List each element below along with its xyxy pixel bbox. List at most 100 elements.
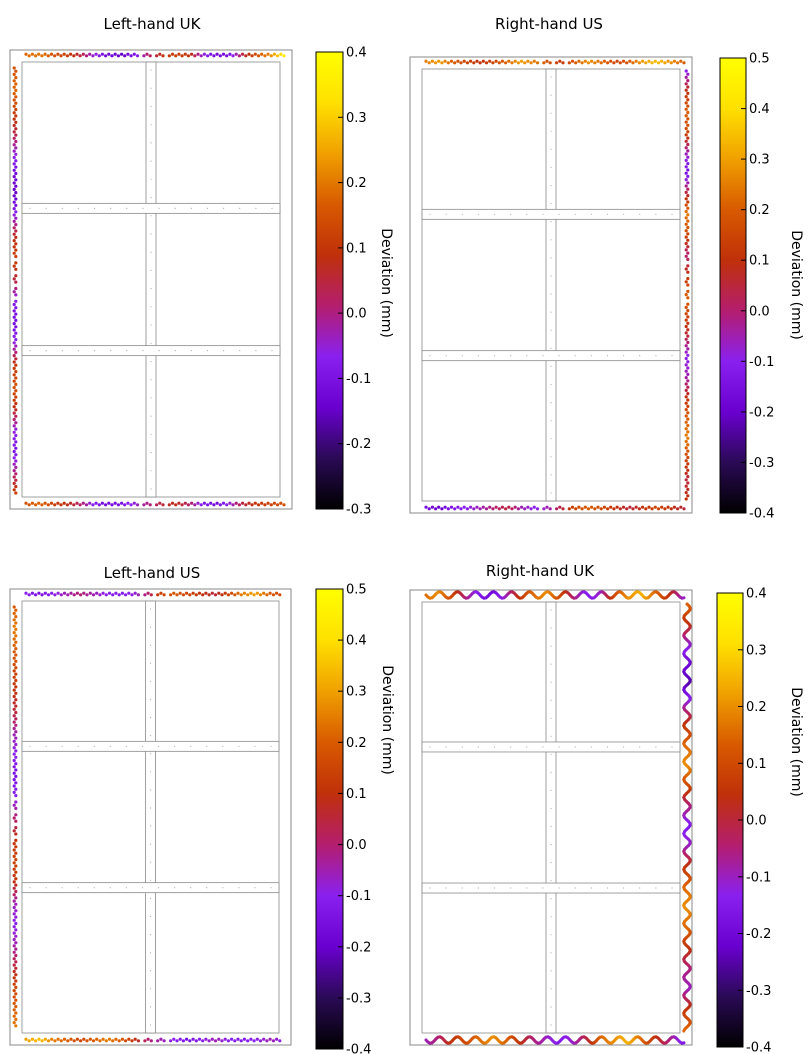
fixing-dot	[606, 355, 609, 357]
deviation-point	[628, 505, 632, 509]
deviation-point	[510, 61, 514, 65]
deviation-point	[12, 430, 16, 434]
deviation-point	[14, 864, 18, 868]
deviation-point	[574, 507, 578, 511]
deviation-point	[684, 369, 688, 373]
deviation-point	[14, 621, 18, 625]
deviation-point	[14, 395, 18, 399]
deviation-point	[12, 701, 16, 705]
deviation-point	[266, 52, 270, 56]
deviation-point	[183, 501, 187, 505]
deviation-point	[107, 501, 111, 505]
deviation-point	[230, 591, 234, 595]
deviation-point	[684, 280, 688, 284]
fixing-dot	[93, 207, 96, 209]
deviation-point	[234, 501, 238, 505]
deviation-point	[104, 503, 108, 507]
deviation-point	[209, 52, 213, 56]
fixing-dot	[550, 311, 552, 313]
deviation-point	[14, 242, 18, 246]
fixing-dot	[671, 746, 673, 748]
colorbar-tick-label: 0.2	[749, 203, 770, 218]
window-frame	[409, 56, 693, 514]
deviation-point	[14, 806, 18, 811]
deviation-point	[427, 507, 431, 511]
deviation-point	[14, 813, 18, 817]
deviation-point	[193, 503, 197, 507]
deviation-point	[69, 591, 73, 595]
deviation-point	[14, 909, 18, 913]
deviation-point	[12, 366, 16, 370]
deviation-point	[663, 507, 667, 511]
deviation-point	[644, 507, 648, 511]
fixing-dot	[550, 438, 552, 440]
deviation-point	[272, 52, 276, 56]
transom	[421, 882, 681, 894]
deviation-point	[85, 593, 89, 597]
deviation-point	[201, 1039, 205, 1043]
fixing-dot	[510, 887, 512, 889]
deviation-point	[684, 158, 688, 162]
fixing-dot	[574, 887, 576, 889]
deviation-point	[686, 149, 690, 153]
deviation-point	[686, 130, 690, 134]
fixing-dot	[150, 251, 152, 253]
deviation-point	[172, 591, 176, 595]
deviation-point	[59, 593, 63, 597]
deviation-point	[469, 59, 473, 63]
deviation-point	[142, 54, 146, 58]
deviation-point	[586, 507, 591, 511]
deviation-point	[12, 752, 16, 756]
deviation-point	[79, 1039, 83, 1043]
deviation-point	[12, 707, 16, 711]
fixing-dot	[550, 880, 552, 882]
deviation-point	[180, 54, 184, 58]
deviation-point	[14, 401, 18, 406]
deviation-point	[12, 315, 16, 319]
deviation-point	[30, 591, 34, 595]
deviation-point	[615, 59, 619, 63]
deviation-point	[686, 123, 690, 127]
deviation-point	[684, 337, 688, 341]
deviation-point	[12, 650, 16, 654]
deviation-point	[12, 130, 16, 134]
deviation-point	[684, 363, 688, 367]
fixing-dot	[493, 355, 496, 357]
deviation-point	[260, 501, 264, 505]
deviation-point	[79, 593, 83, 597]
deviation-point	[197, 591, 202, 595]
colorbar-tick-label: -0.1	[346, 372, 371, 387]
deviation-point	[12, 714, 16, 718]
deviation-point	[14, 223, 18, 227]
transom	[21, 882, 280, 894]
deviation-point	[684, 465, 688, 469]
deviation-point	[523, 507, 527, 511]
deviation-point	[180, 503, 184, 507]
fixing-dot	[445, 355, 447, 357]
deviation-point	[684, 471, 688, 475]
deviation-point	[12, 950, 16, 954]
deviation-point	[686, 270, 690, 274]
fixing-dot	[550, 1024, 552, 1026]
deviation-point	[88, 501, 92, 505]
deviation-point	[504, 61, 508, 65]
deviation-point	[14, 254, 18, 259]
deviation-point	[204, 591, 208, 595]
deviation-point	[12, 905, 16, 910]
deviation-point	[686, 225, 690, 230]
deviation-point	[66, 1039, 70, 1043]
deviation-point	[14, 710, 18, 715]
deviation-point	[12, 417, 16, 422]
deviation-point	[279, 52, 283, 56]
transom	[421, 208, 681, 220]
frame-outer	[9, 49, 293, 510]
deviation-point	[253, 52, 257, 56]
deviation-point	[242, 591, 246, 595]
fixing-dot	[590, 746, 592, 748]
deviation-markers	[12, 591, 282, 1043]
deviation-point	[14, 723, 18, 727]
colorbar-tick-label: -0.1	[746, 870, 771, 885]
deviation-point	[207, 593, 211, 597]
deviation-point	[14, 985, 18, 990]
deviation-point	[631, 507, 635, 511]
